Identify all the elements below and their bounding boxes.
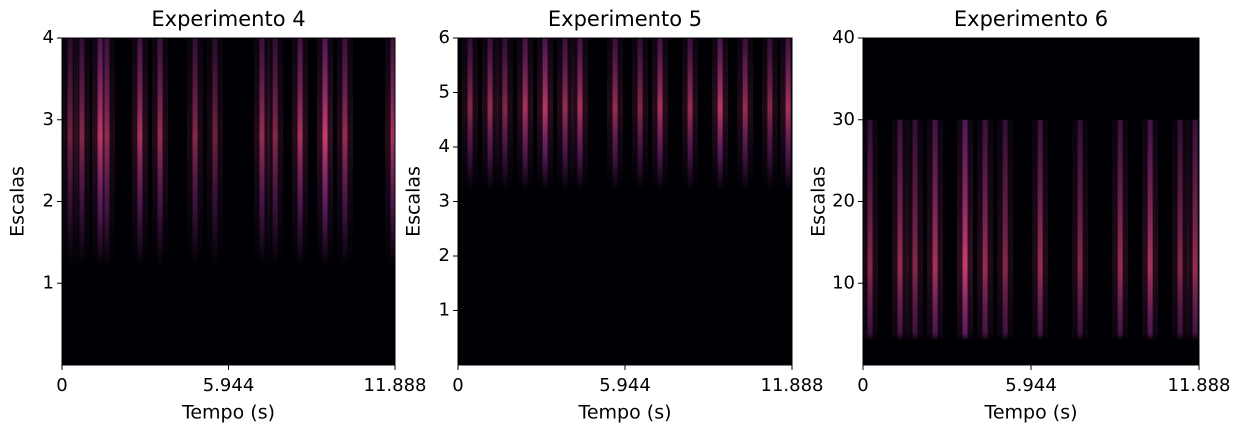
- y-axis-label: Escalas: [808, 166, 830, 237]
- stripe-glow: [1032, 119, 1049, 341]
- x-tick-label: 11.888: [761, 375, 824, 396]
- stripe-glow: [761, 38, 778, 191]
- x-tick-label: 5.944: [203, 375, 255, 396]
- x-tick-label: 11.888: [1168, 375, 1231, 396]
- stripe-glow: [712, 38, 729, 191]
- stripe-glow: [607, 38, 624, 191]
- stripe-glow: [1172, 119, 1189, 341]
- stripe-glow: [863, 119, 879, 341]
- x-tick-label: 0: [56, 375, 67, 396]
- x-tick-label: 5.944: [599, 375, 651, 396]
- stripes: [62, 38, 395, 267]
- stripe-glow: [73, 38, 90, 267]
- stripe-glow: [1187, 119, 1199, 341]
- stripe-glow: [977, 119, 994, 341]
- stripe-glow: [632, 38, 649, 191]
- x-tick-label: 0: [857, 375, 868, 396]
- stripe-glow: [254, 38, 271, 267]
- stripe-glow: [537, 38, 554, 191]
- stripe-glow: [1072, 119, 1089, 341]
- stripe-glow: [517, 38, 534, 191]
- stripe-glow: [317, 38, 334, 267]
- y-tick-label: 3: [439, 191, 450, 212]
- stripe-glow: [737, 38, 754, 191]
- y-tick-label: 1: [439, 300, 450, 321]
- chart-title: Experimento 4: [151, 7, 305, 31]
- stripe-glow: [206, 38, 223, 267]
- stripe-glow: [780, 38, 792, 191]
- y-tick-label: 2: [439, 245, 450, 266]
- chart-title: Experimento 6: [954, 7, 1108, 31]
- x-tick-label: 0: [452, 375, 463, 396]
- x-axis-label: Tempo (s): [983, 402, 1077, 424]
- x-tick-label: 11.888: [364, 375, 427, 396]
- stripe-glow: [99, 38, 116, 267]
- stripe-glow: [131, 38, 148, 267]
- chart-title: Experimento 5: [548, 7, 702, 31]
- y-tick-label: 1: [43, 272, 54, 293]
- stripe-glow: [336, 38, 353, 267]
- stripe-glow: [482, 38, 499, 191]
- stripe-glow: [571, 38, 588, 191]
- stripe-glow: [1112, 119, 1129, 341]
- y-tick-label: 6: [439, 27, 450, 48]
- stripe-glow: [682, 38, 699, 191]
- y-tick-label: 4: [43, 27, 54, 48]
- stripe-glow: [907, 119, 924, 341]
- stripe-glow: [152, 38, 169, 267]
- stripe-glow: [1142, 119, 1159, 341]
- plot-background: [458, 38, 792, 365]
- stripes: [863, 119, 1199, 341]
- stripe-glow: [496, 38, 513, 191]
- stripe-glow: [557, 38, 574, 191]
- x-axis-label: Tempo (s): [181, 402, 275, 424]
- y-tick-label: 30: [832, 109, 855, 130]
- stripe-glow: [462, 38, 479, 191]
- stripes: [462, 38, 792, 191]
- y-tick-label: 40: [832, 27, 855, 48]
- stripe-glow: [997, 119, 1014, 341]
- y-tick-label: 10: [832, 272, 855, 293]
- x-tick-label: 5.944: [1005, 375, 1057, 396]
- stripe-glow: [892, 119, 909, 341]
- y-tick-label: 20: [832, 191, 855, 212]
- stripe-glow: [187, 38, 204, 267]
- stripe-glow: [927, 119, 944, 341]
- y-tick-label: 5: [439, 82, 450, 103]
- y-axis-label: Escalas: [403, 166, 425, 237]
- stripe-glow: [292, 38, 309, 267]
- stripe-glow: [267, 38, 284, 267]
- y-tick-label: 4: [439, 136, 450, 157]
- y-tick-label: 2: [43, 191, 54, 212]
- y-tick-label: 3: [43, 109, 54, 130]
- stripe-glow: [957, 119, 974, 341]
- stripe-glow: [385, 38, 395, 267]
- stripe-glow: [652, 38, 669, 191]
- x-axis-label: Tempo (s): [577, 402, 671, 424]
- y-axis-label: Escalas: [7, 166, 29, 237]
